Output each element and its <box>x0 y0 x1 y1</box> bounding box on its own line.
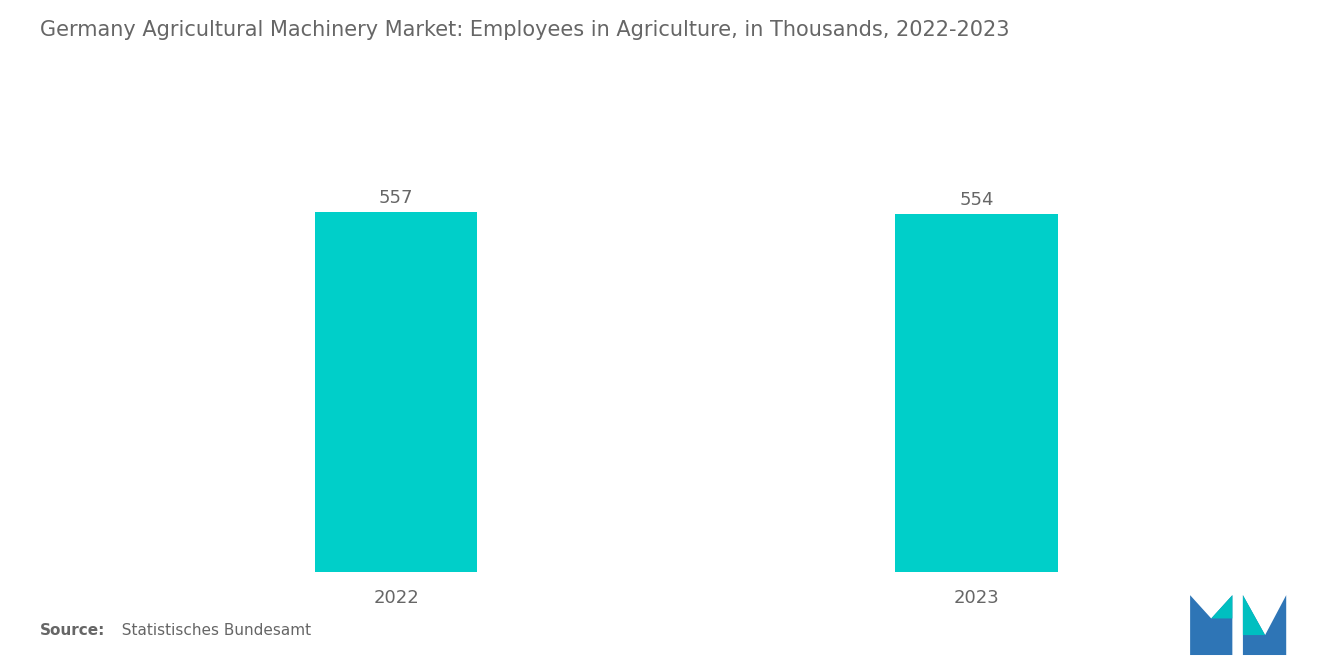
Bar <box>895 214 1059 572</box>
Text: 557: 557 <box>379 189 413 207</box>
Text: Germany Agricultural Machinery Market: Employees in Agriculture, in Thousands, 2: Germany Agricultural Machinery Market: E… <box>40 20 1008 40</box>
Bar <box>314 212 478 572</box>
Text: Statistisches Bundesamt: Statistisches Bundesamt <box>112 623 312 638</box>
Text: Source:: Source: <box>40 623 106 638</box>
Text: 554: 554 <box>960 191 994 209</box>
